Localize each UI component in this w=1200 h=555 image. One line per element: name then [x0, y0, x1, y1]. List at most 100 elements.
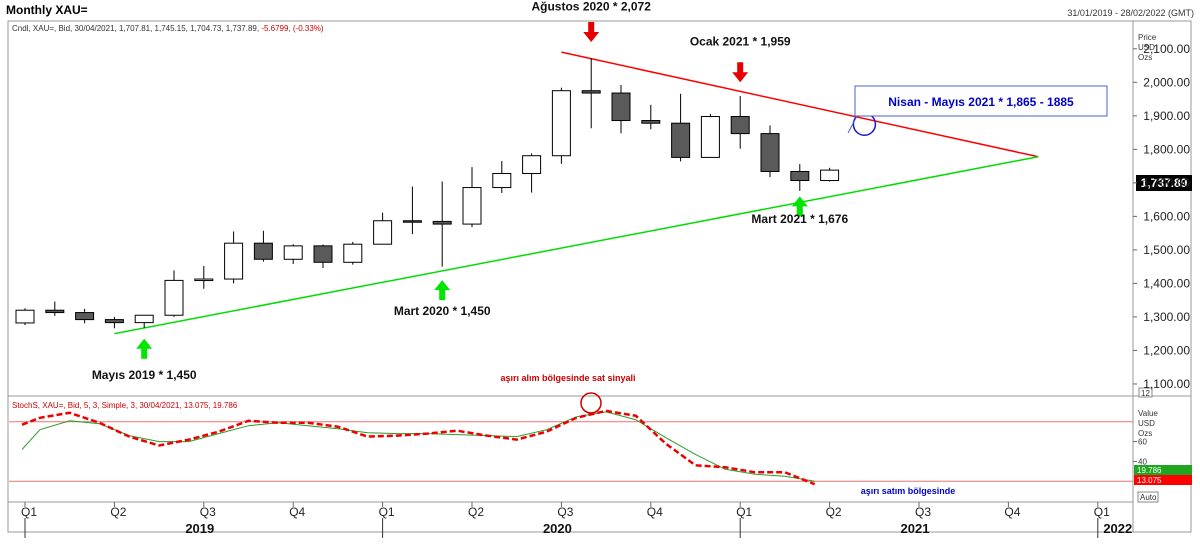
candle-body-down	[45, 309, 65, 314]
auto-button-label: Auto	[1140, 493, 1157, 502]
price-tick-label: 1,400.00	[1143, 276, 1190, 290]
quarter-label: Q1	[21, 505, 37, 519]
price-axis-label-2: Ozs	[1138, 53, 1152, 62]
price-annotation: Ağustos 2020 * 2,072	[531, 0, 651, 13]
chart-title: Monthly XAU=	[6, 3, 88, 17]
year-label: 2021	[901, 521, 930, 536]
stoch-tick-label: 40	[1138, 457, 1147, 466]
candle-body-down	[641, 120, 661, 124]
overbought-annotation: aşırı alım bölgesinde sat sinyali	[500, 373, 635, 383]
date-range: 31/01/2019 - 28/02/2022 (GMT)	[1067, 8, 1194, 18]
price-axis-label-1: USD	[1138, 43, 1155, 52]
quarter-label: Q4	[289, 505, 305, 519]
candle-body-up	[492, 172, 512, 189]
price-annotation: Ocak 2021 * 1,959	[690, 34, 791, 48]
candle-body-down	[253, 242, 273, 260]
year-label: 2019	[185, 521, 214, 536]
quarter-label: Q1	[1094, 505, 1110, 519]
price-annotation: Mart 2020 * 1,450	[394, 304, 491, 318]
last-price-box	[1136, 175, 1192, 191]
candle-body-down	[790, 170, 810, 182]
price-info: Cndl, XAU=, Bid, 30/04/2021, 1,707.81, 1…	[12, 24, 324, 33]
candle-body-up	[134, 314, 154, 324]
quarter-label: Q3	[557, 505, 573, 519]
quarter-label: Q4	[647, 505, 663, 519]
panel-number: 12	[1141, 389, 1150, 398]
year-label: 2022	[1103, 521, 1132, 536]
candle-body-up	[15, 309, 35, 324]
candle-body-up	[194, 278, 214, 282]
candle-body-up	[462, 187, 482, 225]
candle-body-down	[75, 312, 95, 321]
auto-button[interactable]	[1137, 491, 1159, 503]
price-tick-label: 1,200.00	[1143, 343, 1190, 357]
target-box	[854, 85, 1108, 117]
oversold-annotation: aşırı satım bölgesinde	[861, 486, 956, 496]
price-tick-label: 1,600.00	[1143, 209, 1190, 223]
price-annotation: Mayıs 2019 * 1,450	[92, 368, 197, 382]
price-tick-label: 1,900.00	[1143, 109, 1190, 123]
stoch-green-value: 19.786	[1137, 466, 1162, 475]
candle-body-up	[343, 243, 363, 263]
quarter-label: Q1	[736, 505, 752, 519]
candle-body-up	[164, 279, 184, 316]
trendline	[114, 155, 1039, 335]
trendline	[561, 51, 1039, 158]
candle-body-down	[611, 92, 631, 122]
candle-body-down	[313, 245, 333, 263]
year-label: 2020	[543, 521, 572, 536]
price-tick-label: 1,700.00	[1143, 176, 1190, 190]
arrow-up-icon	[434, 280, 451, 301]
overbought-circle	[580, 392, 602, 414]
candle-body-up	[551, 90, 571, 157]
candle-body-down	[581, 90, 601, 94]
candle-body-down	[402, 220, 422, 223]
price-tick-label: 1,500.00	[1143, 243, 1190, 257]
stoch-slow-line	[21, 409, 816, 486]
outer-frame	[7, 20, 1192, 533]
arrow-up-icon	[791, 196, 808, 217]
candle-body-down	[760, 133, 780, 172]
candle-body-up	[283, 245, 303, 260]
quarter-label: Q2	[826, 505, 842, 519]
stoch-tick-label: 60	[1138, 438, 1147, 447]
candle-body-up	[700, 116, 720, 158]
candle-body-up	[224, 242, 244, 280]
arrow-down-icon	[583, 22, 600, 43]
stoch-info: StochS, XAU=, Bid, 5, 3, Simple, 3, 30/0…	[12, 401, 238, 410]
price-annotation: Mart 2021 * 1,676	[751, 212, 848, 226]
target-box-label: Nisan - Mayıs 2021 * 1,865 - 1885	[888, 95, 1074, 109]
arrow-down-icon	[732, 62, 749, 83]
candle-body-up	[522, 155, 542, 174]
candle-body-up	[373, 220, 393, 245]
candle-body-down	[432, 220, 452, 225]
price-tick-label: 2,100.00	[1143, 42, 1190, 56]
target-box-pointer	[847, 115, 858, 134]
last-price-label: 1,737.89	[1141, 176, 1188, 190]
quarter-label: Q1	[379, 505, 395, 519]
quarter-label: Q3	[915, 505, 931, 519]
candle-body-down	[730, 116, 750, 135]
price-tick-label: 1,300.00	[1143, 310, 1190, 324]
price-tick-label: 1,100.00	[1143, 377, 1190, 391]
stoch-red-value-box	[1134, 475, 1192, 485]
price-axis-label-0: Price	[1138, 33, 1157, 42]
quarter-label: Q2	[110, 505, 126, 519]
quarter-label: Q2	[468, 505, 484, 519]
stoch-fast-line	[21, 411, 815, 482]
candle-body-down	[671, 122, 691, 158]
candle-body-up	[820, 169, 840, 182]
quarter-label: Q4	[1004, 505, 1020, 519]
stoch-axis-label-2: Ozs	[1138, 429, 1152, 438]
stoch-green-value-box	[1134, 465, 1192, 475]
quarter-label: Q3	[200, 505, 216, 519]
stoch-red-value: 13.075	[1137, 476, 1162, 485]
price-tick-label: 1,800.00	[1143, 142, 1190, 156]
arrow-up-icon	[136, 338, 153, 359]
panel-number-box	[1138, 387, 1153, 398]
price-tick-label: 2,000.00	[1143, 75, 1190, 89]
stoch-axis-label-1: USD	[1138, 419, 1155, 428]
candle-body-down	[104, 319, 124, 324]
stoch-axis-label-0: Value	[1138, 409, 1158, 418]
